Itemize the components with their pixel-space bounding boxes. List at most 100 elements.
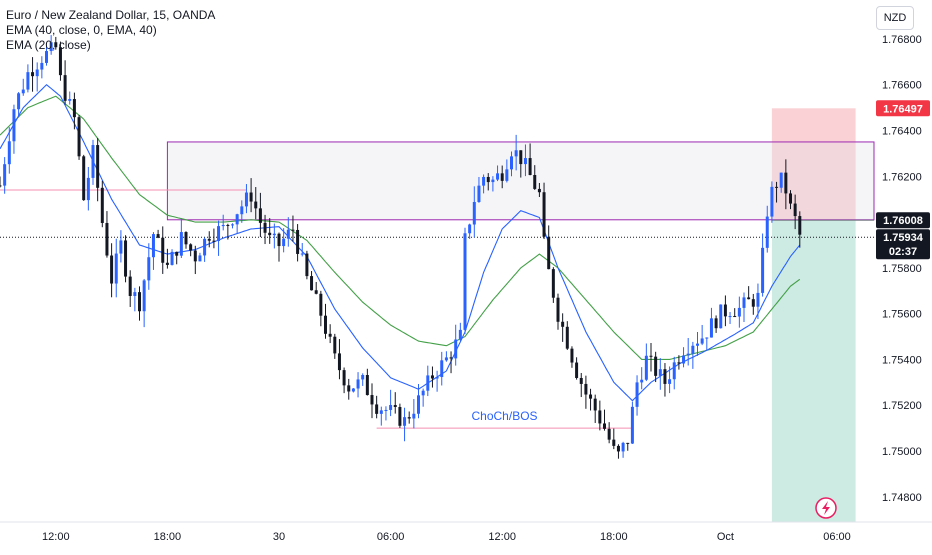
- candle-body: [231, 224, 234, 226]
- price-tag: [876, 212, 930, 229]
- price-tick-label: 1.74800: [882, 492, 922, 504]
- candle-body: [561, 321, 565, 327]
- candlesticks: [0, 35, 802, 459]
- candle-body: [505, 169, 509, 181]
- candle-body: [747, 297, 751, 300]
- candle-body: [86, 177, 90, 201]
- candle-body: [696, 343, 699, 346]
- candle-body: [314, 290, 318, 294]
- candle-body: [389, 405, 393, 410]
- candle-body: [96, 145, 100, 188]
- candle-body: [700, 338, 704, 344]
- candle-body: [40, 62, 44, 70]
- candle-body: [658, 369, 662, 376]
- indicator-ema-40[interactable]: EMA (40, close, 0, EMA, 40): [6, 23, 157, 37]
- candle-body: [333, 336, 337, 354]
- candle-body: [184, 232, 188, 245]
- price-tag: [876, 229, 930, 260]
- ema-40-line: [0, 95, 801, 360]
- price-tick-label: 1.76800: [882, 34, 922, 46]
- candle-body: [510, 156, 513, 170]
- candle-body: [375, 404, 379, 414]
- candle-body: [403, 417, 407, 426]
- chart-legend: Euro / New Zealand Dollar, 15, OANDA EMA…: [6, 8, 215, 53]
- candle-body: [626, 442, 630, 444]
- candle-body: [235, 214, 239, 225]
- candle-body: [458, 329, 462, 340]
- annotation-lines: ChoCh/BOS: [0, 189, 874, 429]
- candle-body: [435, 377, 439, 379]
- candle-body: [444, 357, 448, 361]
- candle-body: [737, 307, 741, 317]
- price-tick-label: 1.75800: [882, 263, 922, 275]
- countdown-timer: 02:37: [889, 246, 917, 258]
- candle-body: [310, 276, 314, 291]
- candle-body: [621, 442, 625, 452]
- candle-body: [203, 238, 207, 256]
- candle-body: [282, 238, 286, 247]
- currency-button[interactable]: NZD: [876, 6, 914, 30]
- candle-body: [798, 216, 802, 235]
- time-tick-label: 12:00: [488, 531, 516, 543]
- time-tick-label: 18:00: [600, 531, 628, 543]
- candle-body: [477, 185, 481, 202]
- candle-body: [398, 406, 402, 426]
- candle-body: [668, 379, 672, 384]
- candle-body: [351, 388, 355, 392]
- candle-body: [161, 237, 165, 263]
- candle-body: [528, 158, 532, 176]
- candle-body: [249, 192, 253, 202]
- candle-body: [240, 206, 244, 215]
- price-tag-value: 1.76497: [883, 103, 923, 115]
- candle-body: [640, 379, 644, 383]
- candle-body: [296, 229, 300, 254]
- candle-body: [286, 229, 290, 239]
- candle-body: [468, 224, 472, 234]
- candle-body: [305, 253, 309, 277]
- candle-body: [277, 233, 281, 247]
- candle-body: [128, 276, 132, 296]
- candle-body: [82, 156, 86, 201]
- indicator-ema-20[interactable]: EMA (20, close): [6, 38, 91, 52]
- candle-body: [523, 158, 527, 165]
- candle-body: [21, 89, 25, 94]
- candle-body: [417, 395, 420, 414]
- candle-body: [142, 280, 146, 312]
- candle-body: [789, 193, 792, 204]
- candle-body: [728, 316, 732, 318]
- time-tick-label: Oct: [717, 531, 734, 543]
- candle-body: [324, 315, 327, 334]
- candle-body: [0, 185, 2, 187]
- candle-body: [533, 175, 537, 189]
- candle-body: [365, 375, 369, 396]
- candle-body: [491, 179, 495, 183]
- candle-body: [319, 293, 323, 316]
- candle-body: [612, 439, 616, 446]
- candle-body: [337, 353, 341, 371]
- candle-body: [91, 145, 95, 178]
- candle-body: [384, 409, 388, 411]
- candle-body: [407, 417, 411, 419]
- candle-body: [179, 232, 183, 256]
- candle-body: [654, 356, 658, 376]
- candle-body: [784, 172, 788, 194]
- candle-body: [556, 297, 560, 322]
- candle-body: [119, 240, 123, 254]
- candle-body: [677, 362, 681, 364]
- candle-body: [72, 99, 76, 118]
- candle-body: [26, 72, 30, 90]
- candle-body: [709, 318, 713, 338]
- candle-body: [347, 385, 351, 392]
- candle-body: [496, 173, 500, 180]
- candle-body: [291, 229, 295, 231]
- candle-body: [616, 445, 620, 452]
- candle-body: [244, 192, 248, 207]
- candle-body: [379, 410, 383, 414]
- candle-body: [579, 377, 583, 384]
- candle-body: [421, 390, 425, 396]
- candle-body: [138, 292, 141, 312]
- candle-body: [454, 339, 458, 359]
- symbol-title[interactable]: Euro / New Zealand Dollar, 15, OANDA: [6, 8, 216, 22]
